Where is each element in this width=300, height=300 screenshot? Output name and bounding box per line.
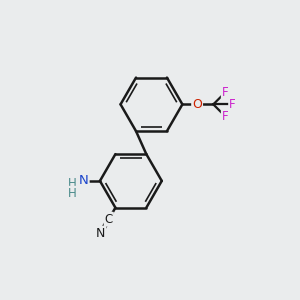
Text: F: F <box>229 98 236 111</box>
Text: H: H <box>68 177 77 190</box>
Text: F: F <box>222 110 228 123</box>
Text: N: N <box>79 174 88 188</box>
Text: O: O <box>192 98 202 111</box>
Text: H: H <box>68 187 77 200</box>
Text: N: N <box>96 227 105 240</box>
Text: F: F <box>222 86 228 99</box>
Text: C: C <box>105 213 113 226</box>
